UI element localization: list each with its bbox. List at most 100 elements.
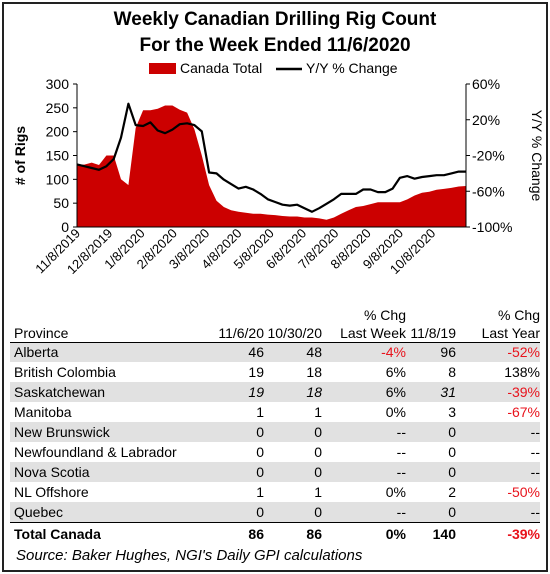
cell-d2: 0 — [314, 444, 322, 460]
cell-yr: -39% — [507, 384, 540, 400]
cell-d3: 0 — [448, 444, 456, 460]
cell-d1: 86 — [248, 526, 264, 542]
right-tick-label: -100% — [472, 219, 512, 235]
table-body: Alberta 46 48 -4% 96 -52% British Colombia 19 18… — [10, 342, 540, 544]
table-row: Quebec 0 0 -- 0 -- — [10, 502, 540, 522]
left-tick-label: 0 — [61, 219, 69, 235]
cell-province: Nova Scotia — [14, 464, 90, 480]
cell-d3: 0 — [448, 504, 456, 520]
cell-chg: 0% — [385, 484, 406, 500]
header-date-year-ago: 11/8/19 — [410, 325, 456, 341]
cell-province: Manitoba — [14, 404, 72, 420]
table-row: British Colombia 19 18 6% 8 138% — [10, 362, 540, 382]
cell-yr: -67% — [507, 404, 540, 420]
cell-d1: 19 — [248, 384, 264, 400]
cell-d2: 0 — [314, 504, 322, 520]
cell-yr: -- — [530, 464, 540, 480]
cell-d1: 0 — [256, 424, 264, 440]
cell-yr: -52% — [507, 344, 540, 360]
cell-yr: -50% — [507, 484, 540, 500]
table-row: Manitoba 1 1 0% 3 -67% — [10, 402, 540, 422]
legend-area-label: Canada Total — [180, 60, 262, 76]
left-tick-label: 50 — [53, 195, 69, 211]
cell-chg: -- — [396, 504, 406, 520]
total-rule — [10, 522, 540, 523]
cell-d1: 0 — [256, 464, 264, 480]
cell-d3: 0 — [448, 424, 456, 440]
cell-d3: 2 — [448, 484, 456, 500]
header-date-current: 11/6/20 — [218, 325, 264, 341]
cell-d3: 140 — [432, 526, 456, 542]
cell-chg: 6% — [385, 384, 406, 400]
legend-line-label: Y/Y % Change — [306, 60, 398, 76]
left-tick-label: 250 — [46, 100, 70, 116]
cell-d2: 18 — [306, 364, 322, 380]
cell-province: New Brunswick — [14, 424, 110, 440]
legend-area-swatch — [149, 63, 176, 74]
right-tick-label: 60% — [472, 76, 500, 92]
header-chg-year: Last Year — [481, 325, 540, 341]
left-tick-label: 200 — [46, 124, 70, 140]
header-province: Province — [14, 325, 69, 341]
cell-d3: 0 — [448, 464, 456, 480]
province-table: % Chg % Chg Province 11/6/20 10/30/20 La… — [10, 306, 540, 544]
cell-province: British Colombia — [14, 364, 116, 380]
cell-province: Quebec — [14, 504, 64, 520]
cell-d1: 1 — [256, 404, 264, 420]
table-row: New Brunswick 0 0 -- 0 -- — [10, 422, 540, 442]
right-tick-label: -20% — [472, 148, 505, 164]
cell-province: Alberta — [14, 344, 59, 360]
cell-d2: 1 — [314, 404, 322, 420]
y2-axis-title: Y/Y % Change — [529, 110, 545, 202]
table-row: Nova Scotia 0 0 -- 0 -- — [10, 462, 540, 482]
header-rule — [10, 342, 540, 343]
cell-chg: 6% — [385, 364, 406, 380]
header-date-prior: 10/30/20 — [267, 325, 323, 341]
rig-count-chart: 0 50 100 150 200 250 300 -100% -60% -20% 20% 60% # o… — [12, 60, 545, 277]
left-tick-label: 300 — [46, 76, 70, 92]
cell-yr: -- — [530, 504, 540, 520]
cell-d2: 0 — [314, 464, 322, 480]
cell-chg: -- — [396, 424, 406, 440]
table-total-row: Total Canada 86 86 0% 140 -39% — [10, 524, 540, 544]
cell-d2: 18 — [306, 384, 322, 400]
right-tick-label: 20% — [472, 112, 500, 128]
cell-province: Newfoundland & Labrador — [14, 444, 177, 460]
cell-chg: 0% — [385, 526, 406, 542]
cell-d2: 1 — [314, 484, 322, 500]
right-tick-label: -60% — [472, 183, 505, 199]
canada-total-area — [77, 105, 466, 227]
cell-yr: -39% — [507, 526, 540, 542]
cell-d3: 31 — [440, 384, 456, 400]
cell-d3: 96 — [440, 344, 456, 360]
cell-chg: -- — [396, 464, 406, 480]
cell-d1: 1 — [256, 484, 264, 500]
cell-province: NL Offshore — [14, 484, 89, 500]
cell-chg: -- — [396, 444, 406, 460]
cell-d2: 0 — [314, 424, 322, 440]
yoy-change-line — [76, 102, 466, 213]
left-tick-label: 100 — [46, 171, 70, 187]
table-row: Alberta 46 48 -4% 96 -52% — [10, 342, 540, 362]
left-tick-label: 150 — [46, 148, 70, 164]
table-header: % Chg % Chg Province 11/6/20 10/30/20 La… — [10, 306, 540, 342]
cell-d1: 0 — [256, 504, 264, 520]
cell-d1: 0 — [256, 444, 264, 460]
cell-d1: 46 — [248, 344, 264, 360]
cell-yr: -- — [530, 444, 540, 460]
cell-chg: -4% — [381, 344, 406, 360]
cell-yr: 138% — [504, 364, 540, 380]
cell-province: Saskatchewan — [14, 384, 106, 400]
table-row: Saskatchewan 19 18 6% 31 -39% — [10, 382, 540, 402]
table-row: Newfoundland & Labrador 0 0 -- 0 -- — [10, 442, 540, 462]
cell-d3: 8 — [448, 364, 456, 380]
cell-d1: 19 — [248, 364, 264, 380]
header-chg-week: Last Week — [340, 325, 406, 341]
cell-d2: 86 — [306, 526, 322, 542]
source-note: Source: Baker Hughes, NGI's Daily GPI ca… — [16, 547, 363, 564]
cell-chg: 0% — [385, 404, 406, 420]
chart-title: Weekly Canadian Drilling Rig Count — [113, 9, 437, 30]
table-row: NL Offshore 1 1 0% 2 -50% — [10, 482, 540, 502]
chart-subtitle: For the Week Ended 11/6/2020 — [139, 35, 411, 56]
y-axis-title: # of Rigs — [12, 126, 28, 185]
